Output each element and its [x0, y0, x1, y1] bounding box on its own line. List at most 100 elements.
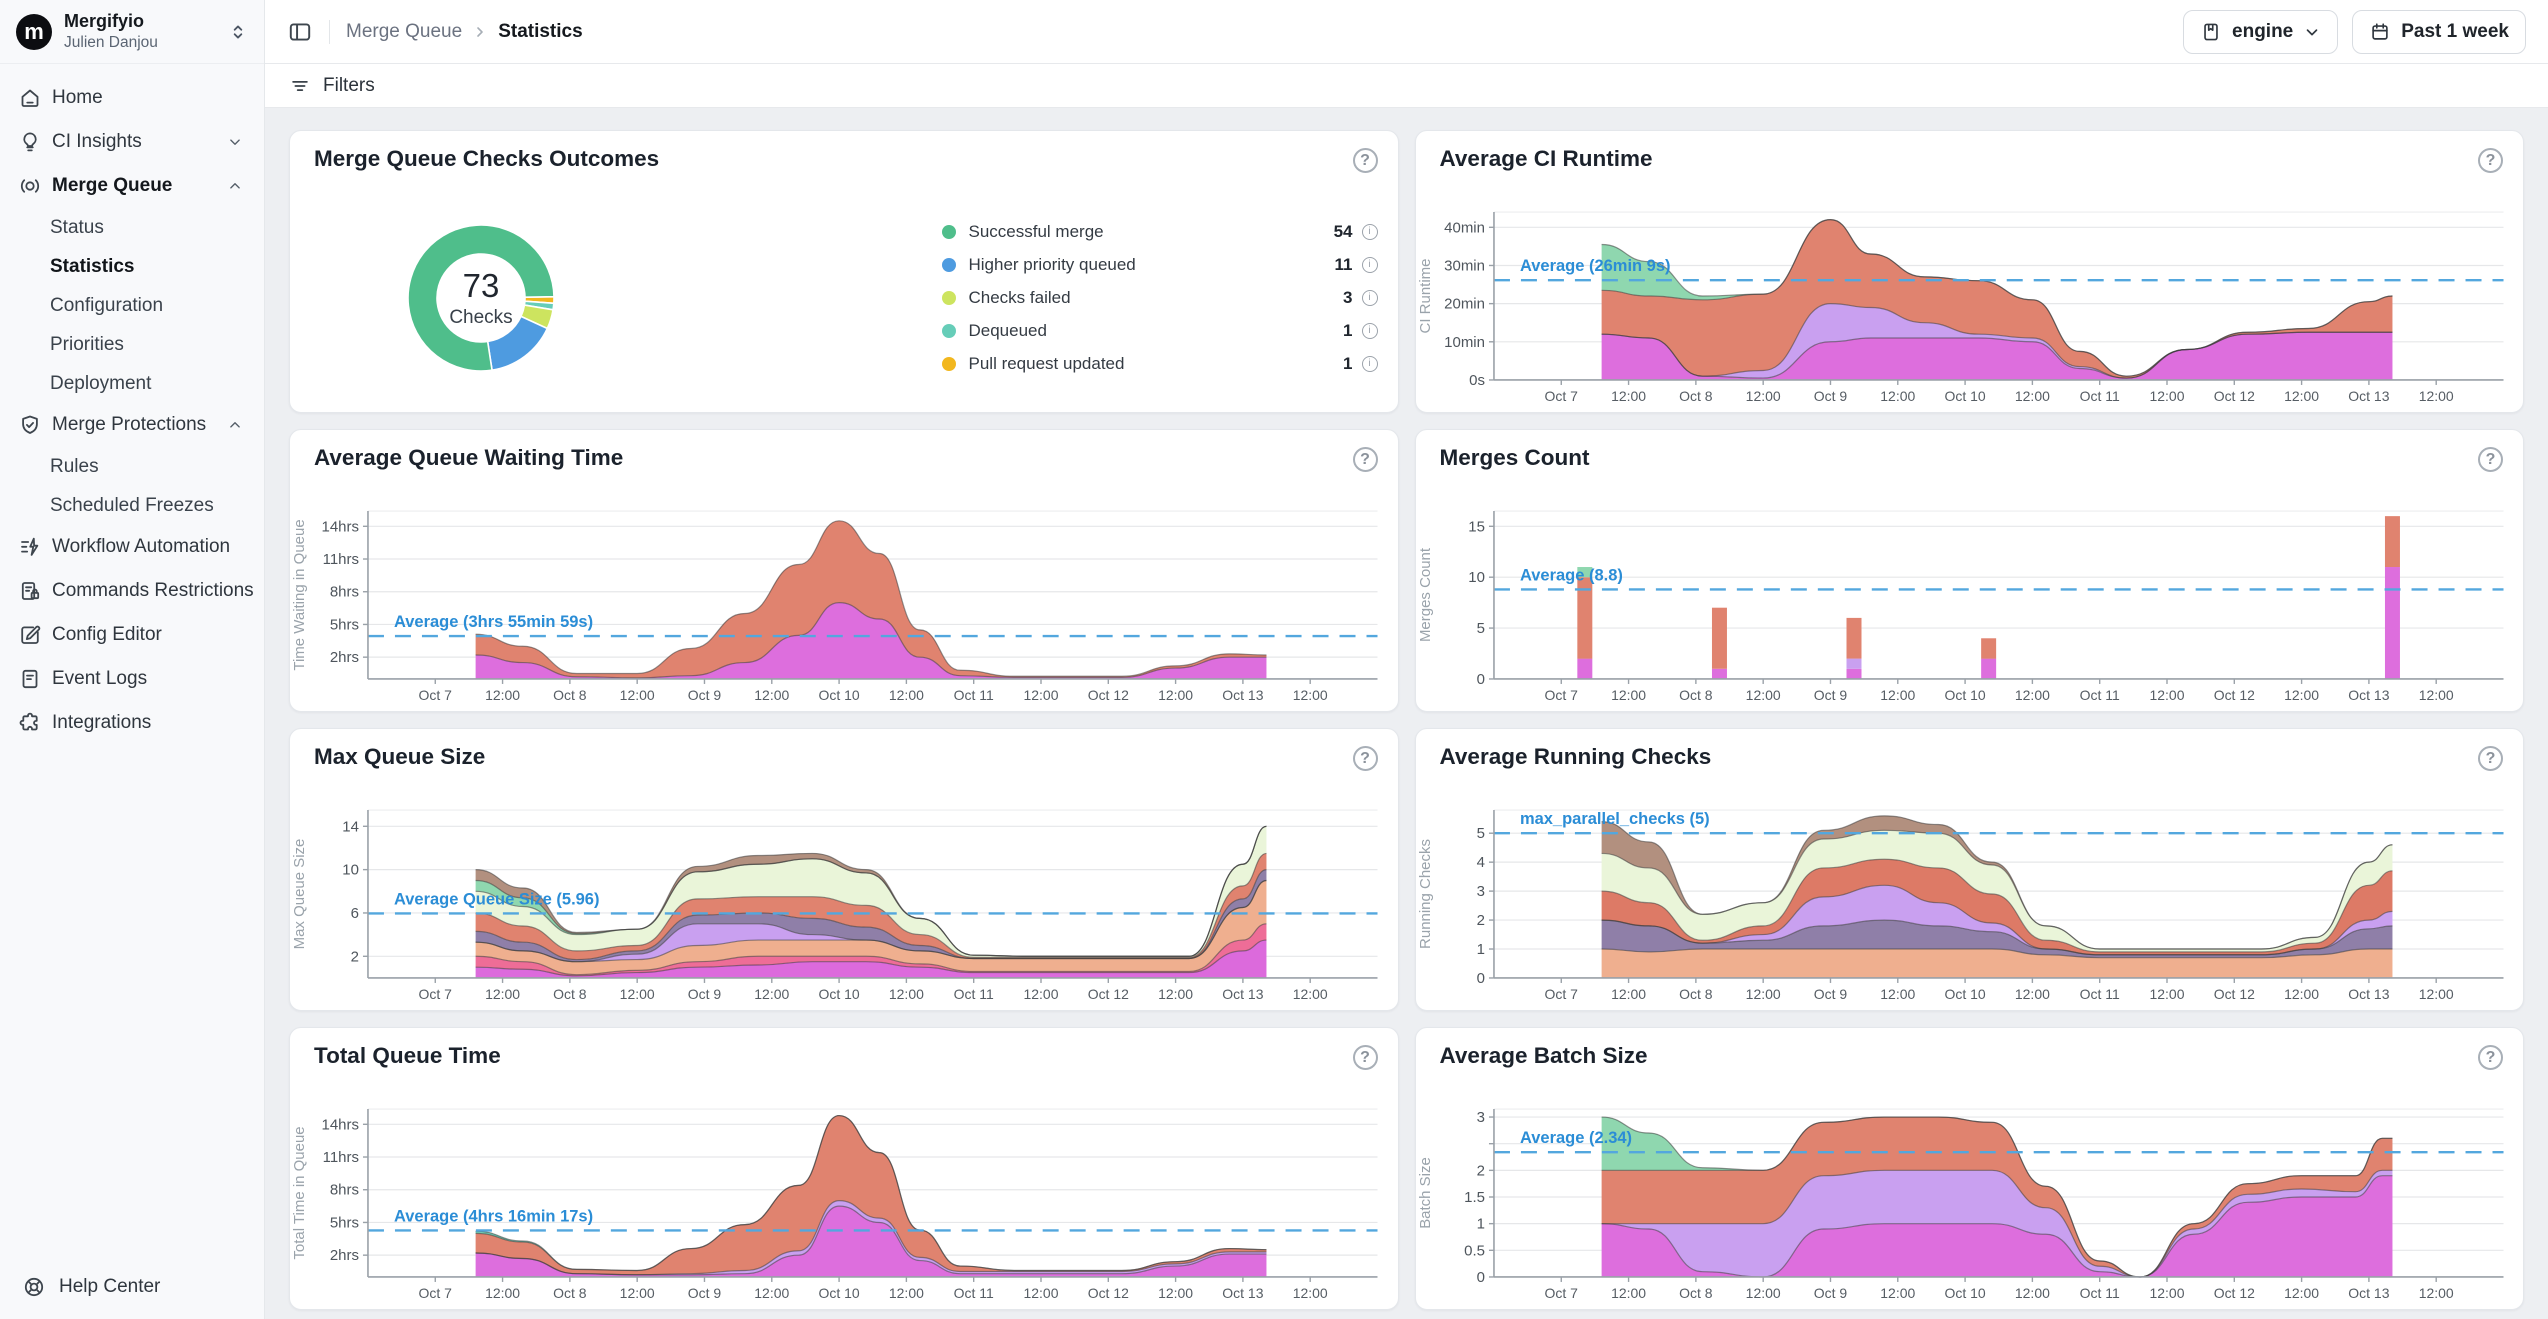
bar-segment[interactable]	[1711, 608, 1726, 669]
legend-item-pull-request-updated[interactable]: Pull request updated1i	[942, 350, 1378, 378]
chart-merges-count[interactable]: Average (8.8)051015Oct 712:00Oct 812:00O…	[1416, 499, 2524, 705]
sidebar-item-label: Config Editor	[52, 624, 162, 646]
sidebar-subitem-priorities[interactable]: Priorities	[0, 325, 264, 364]
help-icon[interactable]: ?	[1353, 1045, 1378, 1070]
legend-item-higher-priority-queued[interactable]: Higher priority queued 11 i	[942, 251, 1378, 279]
chart-max-queue-size[interactable]: Average Queue Size (5.96)261014Oct 712:0…	[290, 798, 1398, 1004]
help-center-link[interactable]: Help Center	[0, 1255, 264, 1319]
legend-count: 11	[1335, 255, 1353, 275]
sidebar-subitem-statistics[interactable]: Statistics	[0, 247, 264, 286]
bar-segment[interactable]	[2384, 567, 2399, 679]
sidebar-item-workflow-automation[interactable]: Workflow Automation	[0, 525, 264, 569]
calendar-icon	[2369, 21, 2391, 43]
info-icon[interactable]: i	[1362, 323, 1378, 339]
svg-text:Oct 11: Oct 11	[2079, 1285, 2119, 1301]
legend-label: Successful merge	[969, 222, 1104, 242]
bar-segment[interactable]	[1846, 659, 1861, 669]
card-title: Total Queue Time	[314, 1043, 501, 1069]
info-icon[interactable]: i	[1362, 257, 1378, 273]
sidebar-item-config-editor[interactable]: Config Editor	[0, 613, 264, 657]
sidebar-item-merge-protections[interactable]: Merge Protections	[0, 403, 264, 447]
svg-text:Oct 7: Oct 7	[1544, 388, 1578, 404]
svg-text:12:00: 12:00	[2149, 687, 2184, 703]
sidebar-subitem-rules[interactable]: Rules	[0, 447, 264, 486]
chart-average-batch-size[interactable]: Average (2.34)00.511.523Oct 712:00Oct 81…	[1416, 1097, 2524, 1303]
chart-average-ci-runtime[interactable]: Average (26min 9s)0s10min20min30min40min…	[1416, 200, 2524, 406]
bar-segment[interactable]	[1711, 669, 1726, 679]
help-icon[interactable]: ?	[1353, 148, 1378, 173]
chart-average-running-checks[interactable]: max_parallel_checks (5)012345Oct 712:00O…	[1416, 798, 2524, 1004]
legend-item-successful-merge[interactable]: Successful merge54i	[942, 218, 1378, 246]
svg-text:8hrs: 8hrs	[330, 1182, 359, 1199]
sidebar-item-ci-insights[interactable]: CI Insights	[0, 120, 264, 164]
card-header: Average Batch Size?	[1416, 1028, 2524, 1070]
filters-bar[interactable]: Filters	[265, 64, 2548, 108]
chart-total-queue-time[interactable]: Average (4hrs 16min 17s)2hrs5hrs8hrs11hr…	[290, 1097, 1398, 1303]
puzzle-icon	[18, 711, 42, 735]
legend-label: Higher priority queued	[969, 255, 1136, 275]
sidebar-subitem-status[interactable]: Status	[0, 208, 264, 247]
svg-text:12:00: 12:00	[1880, 1285, 1915, 1301]
chevron-up-icon	[226, 177, 244, 195]
bar-segment[interactable]	[1846, 669, 1861, 679]
sidebar-subitem-scheduled-freezes[interactable]: Scheduled Freezes	[0, 486, 264, 525]
bar-segment[interactable]	[1981, 638, 1996, 658]
svg-text:12:00: 12:00	[754, 1285, 789, 1301]
sidebar-item-merge-queue[interactable]: Merge Queue	[0, 164, 264, 208]
clipboard-lock-icon	[18, 579, 42, 603]
sidebar-item-integrations[interactable]: Integrations	[0, 701, 264, 745]
svg-text:12:00: 12:00	[2014, 388, 2049, 404]
sidebar-subitem-configuration[interactable]: Configuration	[0, 286, 264, 325]
bar-segment[interactable]	[2384, 516, 2399, 567]
svg-text:Oct 10: Oct 10	[1944, 687, 1985, 703]
legend-dot	[942, 357, 956, 371]
help-icon[interactable]: ?	[2478, 447, 2503, 472]
card-header: Total Queue Time?	[290, 1028, 1398, 1070]
topbar-divider	[329, 20, 330, 44]
time-range-button[interactable]: Past 1 week	[2352, 10, 2526, 54]
sidebar-subitem-label: Scheduled Freezes	[50, 495, 214, 517]
bar-segment[interactable]	[1577, 659, 1592, 679]
repo-selector[interactable]: engine	[2183, 10, 2338, 54]
svg-text:12:00: 12:00	[1745, 388, 1780, 404]
org-switcher[interactable]: m Mergifyio Julien Danjou	[0, 0, 264, 64]
sidebar-toggle-icon[interactable]	[287, 19, 313, 45]
bar-segment[interactable]	[1981, 659, 1996, 679]
info-icon[interactable]: i	[1362, 356, 1378, 372]
svg-text:Oct 9: Oct 9	[688, 1285, 722, 1301]
svg-text:Oct 11: Oct 11	[2079, 388, 2119, 404]
sidebar-item-home[interactable]: Home	[0, 76, 264, 120]
donut-chart[interactable]: 73Checks	[406, 223, 556, 373]
info-icon[interactable]: i	[1362, 290, 1378, 306]
legend-item-checks-failed[interactable]: Checks failed3i	[942, 284, 1378, 312]
avg-line-label: max_parallel_checks (5)	[1519, 810, 1709, 828]
sidebar-subitem-deployment[interactable]: Deployment	[0, 364, 264, 403]
donut-total-label: Checks	[449, 307, 512, 329]
help-icon[interactable]: ?	[2478, 1045, 2503, 1070]
topbar: Merge Queue Statistics engine	[265, 0, 2548, 64]
help-icon[interactable]: ?	[2478, 746, 2503, 771]
sidebar-item-label: CI Insights	[52, 131, 142, 153]
svg-text:12:00: 12:00	[1023, 1285, 1058, 1301]
help-icon[interactable]: ?	[1353, 746, 1378, 771]
breadcrumb-merge-queue[interactable]: Merge Queue	[346, 21, 462, 43]
svg-text:5: 5	[1476, 825, 1484, 842]
sidebar-item-commands-restrictions[interactable]: Commands Restrictions	[0, 569, 264, 613]
legend-item-dequeued[interactable]: Dequeued1i	[942, 317, 1378, 345]
svg-text:2: 2	[1476, 1162, 1484, 1179]
svg-text:Oct 13: Oct 13	[2348, 1285, 2389, 1301]
help-icon[interactable]: ?	[1353, 447, 1378, 472]
bar-segment[interactable]	[1846, 618, 1861, 659]
svg-text:5hrs: 5hrs	[330, 616, 359, 633]
help-icon[interactable]: ?	[2478, 148, 2503, 173]
sidebar-item-event-logs[interactable]: Event Logs	[0, 657, 264, 701]
chart-average-queue-waiting-time[interactable]: Average (3hrs 55min 59s)2hrs5hrs8hrs11hr…	[290, 499, 1398, 705]
svg-text:Oct 13: Oct 13	[2348, 986, 2389, 1002]
svg-text:12:00: 12:00	[1158, 1285, 1193, 1301]
svg-text:Oct 9: Oct 9	[1813, 388, 1847, 404]
svg-text:0s: 0s	[1469, 372, 1485, 389]
svg-text:12:00: 12:00	[1611, 388, 1646, 404]
info-icon[interactable]: i	[1362, 224, 1378, 240]
shield-check-icon	[18, 413, 42, 437]
svg-text:Oct 11: Oct 11	[954, 687, 994, 703]
